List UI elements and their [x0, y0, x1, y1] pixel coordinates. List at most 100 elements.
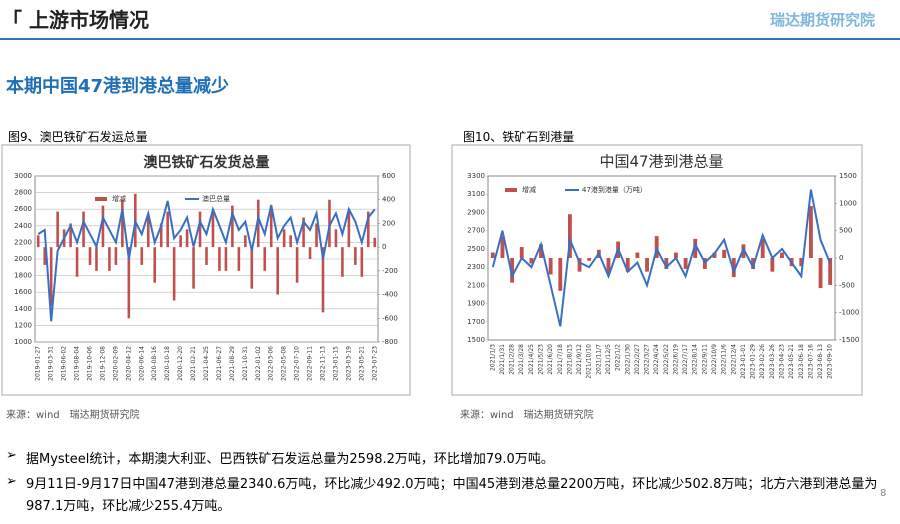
bar [88, 247, 92, 265]
y-tick-label: 3100 [467, 190, 485, 198]
bar [321, 247, 325, 313]
bar [731, 258, 736, 278]
bar [606, 258, 611, 275]
source: 来源：wind 瑞达期货研究院 [6, 410, 140, 421]
bar [722, 249, 727, 258]
bar [799, 258, 804, 267]
x-tick-label: 2022/1/30 [624, 344, 631, 375]
bar [192, 247, 195, 289]
y-tick-label: 1000 [14, 338, 32, 346]
bar [334, 229, 338, 248]
x-tick-label: 2021/8/15 [566, 344, 573, 375]
line [37, 200, 376, 322]
bar [490, 252, 495, 258]
x-tick-label: 2023-01-29 [750, 344, 757, 379]
y2-tick-label: 600 [382, 172, 395, 180]
x-tick-label: 2019-08-04 [74, 346, 81, 381]
bar [179, 235, 182, 248]
legend-swatch [505, 188, 517, 192]
y-tick-label: 3300 [467, 172, 485, 180]
x-tick-label: 2021/9/12 [576, 344, 583, 375]
bar [95, 247, 98, 271]
x-tick-label: 2022/6/19 [672, 344, 679, 375]
x-tick-label: 2019-10-06 [87, 346, 94, 381]
heading: 本期中国47港到港总量减少 [6, 76, 230, 97]
bullet-mark: ➢ [6, 474, 17, 489]
header-title: 「 上游市场情况 [2, 8, 149, 32]
bar [256, 199, 260, 248]
bar [250, 247, 254, 289]
bar [315, 223, 318, 248]
y2-tick-label: 200 [382, 219, 395, 227]
x-tick-label: 2022/8/14 [692, 344, 699, 375]
bar [82, 211, 85, 248]
y-tick-label: 1200 [14, 321, 32, 329]
x-tick-label: 2021/3/28 [518, 344, 525, 375]
y2-tick-label: -400 [382, 291, 398, 299]
bar [269, 205, 273, 248]
x-tick-label: 2021-02-21 [190, 346, 197, 381]
bar [354, 247, 357, 265]
bar [49, 247, 53, 307]
x-tick-label: 2022-11-13 [319, 346, 326, 381]
x-tick-label: 2022/3/27 [644, 344, 651, 375]
bar [510, 258, 515, 283]
bar [539, 244, 543, 258]
x-tick-label: 2022/10/9 [711, 344, 718, 375]
legend-swatch [95, 197, 107, 201]
bar [548, 258, 553, 275]
bar [146, 217, 150, 248]
x-tick-label: 2020-04-12 [125, 346, 132, 381]
x-tick-label: 2019-12-08 [99, 346, 106, 381]
x-tick-label: 2022/7/17 [682, 344, 689, 375]
x-tick-label: 2022/4/24 [653, 344, 660, 375]
bar [185, 229, 189, 248]
bar [587, 258, 592, 261]
y2-tick-label: -600 [382, 314, 398, 322]
x-tick-label: 2021/4/25 [528, 344, 535, 375]
bar [674, 252, 678, 258]
x-tick-label: 2023-05-21 [788, 344, 795, 379]
bar [302, 217, 305, 248]
x-tick-label: 2021/1/31 [499, 344, 506, 375]
y-tick-label: 2300 [467, 263, 485, 271]
y2-tick-label: 500 [839, 227, 852, 235]
x-tick-label: 2021/11/7 [595, 344, 602, 375]
chart-title: 中国47港到港总量 [599, 153, 723, 171]
caption: 图10、铁矿石到港量 [463, 130, 575, 144]
y-tick-label: 1400 [14, 305, 32, 313]
y-tick-label: 2700 [467, 227, 485, 235]
bar [231, 205, 234, 248]
bar [645, 258, 649, 272]
y2-tick-label: 0 [382, 243, 386, 251]
x-tick-label: 2023-03-26 [769, 344, 776, 379]
x-tick-label: 2022/5/22 [663, 344, 670, 375]
y2-tick-label: 1000 [839, 199, 857, 207]
bar [159, 223, 163, 248]
x-tick-label: 2023-01-01 [740, 344, 747, 379]
y-tick-label: 2600 [14, 205, 32, 213]
y-tick-label: 2200 [14, 238, 32, 246]
x-tick-label: 2022-03-06 [268, 346, 275, 381]
legend-label: 47港到港量（万吨） [582, 185, 647, 194]
bar [108, 247, 111, 271]
bar [263, 247, 267, 271]
y2-tick-label: -1500 [839, 336, 859, 344]
bar [693, 238, 698, 258]
bar [751, 258, 755, 269]
source: 来源：wind 瑞达期货研究院 [460, 410, 594, 421]
x-tick-label: 2023-09-10 [827, 344, 834, 379]
bar [360, 247, 364, 277]
x-tick-label: 2021/12/5 [605, 344, 612, 375]
bullet-mark: ➢ [6, 448, 17, 463]
x-tick-label: 2021/5/23 [538, 344, 545, 375]
x-tick-label: 2022/9/11 [701, 344, 708, 375]
bar [808, 206, 813, 258]
x-tick-label: 2023-01-15 [332, 346, 339, 381]
y-tick-label: 2100 [467, 281, 485, 289]
bar [172, 247, 176, 301]
x-tick-label: 2020-02-09 [112, 346, 119, 381]
y2-tick-label: -200 [382, 267, 398, 275]
